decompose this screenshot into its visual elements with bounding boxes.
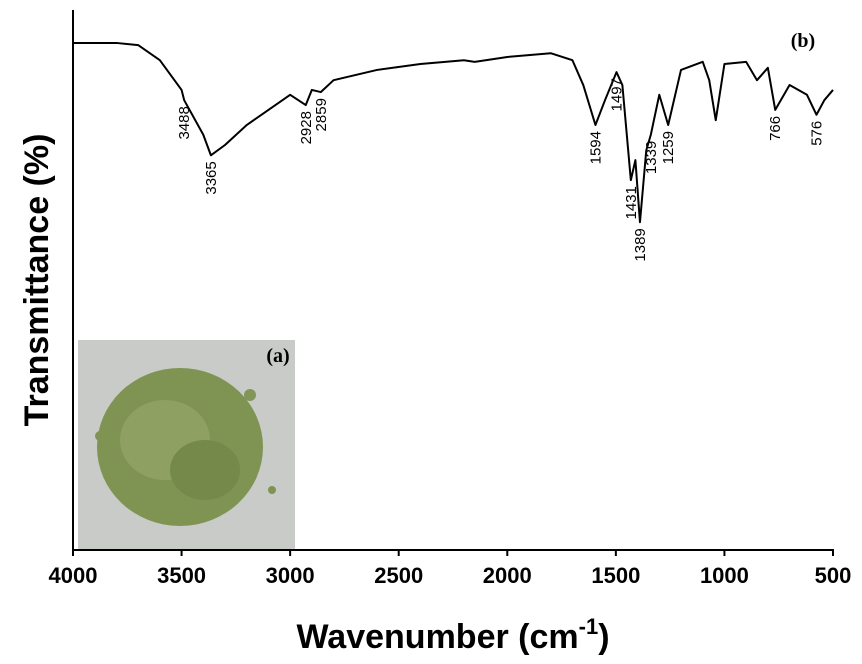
panel-label: (b) [791,30,815,52]
x-tick-label: 3500 [157,563,206,588]
x-title-end: ) [598,618,609,656]
peak-label: 2859 [313,98,330,131]
x-title-sup: -1 [579,614,599,639]
peak-label: 3488 [176,106,193,139]
x-tick-label: 2500 [374,563,423,588]
x-title-text: Wavenumber (cm [296,618,578,656]
y-axis-title: Transmittance (%) [18,134,56,427]
peak-label: 766 [767,116,784,141]
x-axis-title: Wavenumber (cm-1) [296,614,609,656]
x-tick-label: 1000 [700,563,749,588]
peak-label: 1431 [623,186,640,219]
x-tick-label: 500 [815,563,852,588]
spectrum-line [73,41,834,224]
inset-photo [78,340,295,550]
x-tick-label: 3000 [266,563,315,588]
peak-label: 3365 [203,161,220,194]
peak-label: 1339 [643,141,660,174]
peak-label: 1594 [587,131,604,164]
x-tick-label: 4000 [49,563,98,588]
panel-label: (a) [266,345,289,367]
peak-label: 1389 [632,228,649,261]
peak-label: 1259 [660,131,677,164]
peak-label: 576 [808,121,825,146]
x-tick-label: 1500 [591,563,640,588]
x-tick-label: 2000 [483,563,532,588]
peak-label: 1497 [609,78,626,111]
peak-label: 2928 [298,111,315,144]
